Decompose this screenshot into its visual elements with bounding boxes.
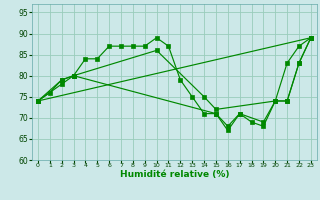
X-axis label: Humidité relative (%): Humidité relative (%)	[120, 170, 229, 179]
